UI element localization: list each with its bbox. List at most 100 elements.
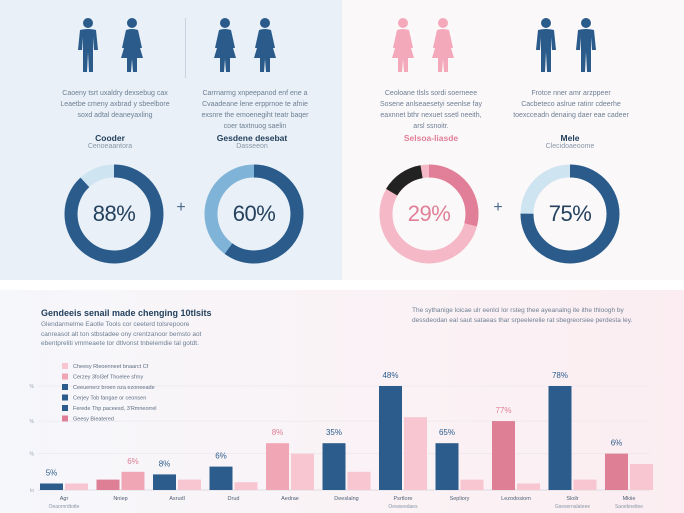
panel-1-desc-line: Caoeny tsrt uxaldry dexsebug cax [62, 90, 168, 97]
donut-1-percent: 88% [92, 201, 136, 226]
legend-swatch [62, 415, 68, 422]
y-tick-label: lo [30, 488, 34, 494]
data-label: 48% [382, 371, 398, 380]
bar-psrtlore-s1 [379, 386, 402, 490]
legend-swatch [62, 363, 68, 369]
panel-2-desc-line: coer taxtnuog saelin [223, 123, 287, 130]
x-tick-sublabel: Saoebnetlee [615, 504, 643, 510]
panel-4-title: Mele [560, 133, 580, 143]
donut-3-dark-segment [386, 165, 423, 196]
panel-left [0, 0, 342, 280]
chart-right-text-line: The sythanige loicae ulr eenlcl lor rste… [412, 307, 624, 314]
panel-1-desc-line: Leaetbe cmeny axbrad y sbeelbore [60, 101, 170, 108]
legend-label: Cerjey Tob fangae or ceonsen [73, 396, 146, 402]
bar-agr-s2 [65, 483, 88, 490]
panel-4-subtitle: Clecidoaeoome [545, 143, 595, 150]
x-tick-label: Asrudl [169, 496, 185, 502]
female-figure-icon [432, 18, 454, 72]
x-tick-label: Psrtlore [394, 496, 413, 502]
bar-sepliory-s1 [435, 443, 459, 490]
bar-nniep-s2 [121, 471, 145, 490]
donut-3-arc [379, 164, 479, 264]
plus-sign-1: + [176, 199, 186, 216]
data-label: 8% [159, 459, 171, 468]
donut-chart-1: 88% [58, 158, 170, 270]
bar-mkiie-s1 [605, 453, 628, 490]
bar-sloilr-s1 [548, 386, 572, 490]
panel-1-desc-line: soxd adtal deaneyaxling [77, 112, 153, 119]
data-label: 35% [326, 428, 342, 437]
legend-swatch [62, 384, 68, 390]
panel-2-desc-line: Cvaadeane lene erpprnoe te afnie [202, 101, 308, 108]
male-figure-icon [576, 18, 596, 72]
x-tick-sublabel: Oeaornrdtotte [49, 504, 80, 510]
x-tick-label: Deeslalng [334, 496, 358, 502]
bar-asrudl-s1 [153, 474, 176, 490]
donut-3-percent: 29% [407, 201, 451, 226]
bar-deeslalng-s2 [347, 471, 371, 490]
female-figure-icon [121, 18, 143, 72]
male-figure-icon [536, 18, 556, 72]
donut-4-arc [520, 164, 620, 264]
panel-1-title: Cooder [95, 133, 125, 143]
panel-4-desc-line: Frotce nner amr arzppeer [531, 90, 611, 97]
bar-drud-s1 [209, 466, 233, 490]
chart-left-text: Glendarmelme Eaotle Tools cor ceeterd to… [41, 320, 271, 349]
data-label: 65% [439, 428, 455, 437]
legend-label: Cheesy Rleoenneet bnaarct Cf [73, 364, 149, 370]
legend-label: Ferede Thp paceesd, 3'Rmneorrel [73, 406, 157, 412]
donut-chart-3: 29% lslerte [373, 158, 485, 344]
female-figure-icon [254, 18, 276, 72]
figure-pair-4 [533, 18, 623, 80]
bar-asrudl-s2 [178, 479, 201, 490]
panel-4-description: Frotce nner amr arzppeer Cacbeteco aslru… [496, 88, 646, 121]
data-label: 5% [46, 469, 58, 478]
plus-sign-2: + [493, 199, 503, 216]
panel-4-desc-line: toexcceadn denaing daer eae cadeer [513, 112, 629, 119]
panel-2-subtitle: Dasseeon [236, 143, 268, 150]
chart-title: Gendeeis senail made chenging 10tlsits [41, 308, 212, 318]
panel-3-title: Selsoa-liasde [403, 133, 459, 143]
legend-label: Cerzey 3fol3ef Thoelee sfrny [73, 375, 143, 381]
panel-1-subtitle: Cenoeaantora [87, 143, 133, 150]
panel-3-desc-line: arsl ssnoitr. [413, 123, 449, 130]
bar-chart-section: Gendeeis senail made chenging 10tlsits G… [0, 290, 684, 513]
panel-2-desc-line: Carrnarmg xnpeepanod enf ene a [202, 90, 308, 97]
bar-nniep-s1 [96, 479, 120, 490]
panel-2-description: Carrnarmg xnpeepanod enf ene a Cvaadeane… [180, 88, 330, 132]
donut-chart-4: 75% [514, 158, 626, 270]
bar-sepliory-s2 [460, 479, 484, 490]
bar-chart: lo%%% 5% Agr Oeaornrdtotte 6% Nniep 8% Asrudl 6%… [30, 363, 653, 510]
male-figure-icon [78, 18, 98, 72]
donut-chart-2: 60% [198, 158, 310, 270]
bar-aedrae-s2 [291, 453, 314, 490]
legend-label: Ceeuenerz broen oza ezoneeade [73, 385, 155, 391]
data-label: 8% [272, 428, 284, 437]
bar-agr-s1 [40, 483, 63, 490]
panel-3-desc-line: Sosene anlseaesetyi seenlse fay [380, 101, 482, 108]
bar-deeslalng-s1 [322, 443, 346, 490]
y-tick-label: % [30, 452, 35, 458]
data-label: 6% [215, 452, 227, 461]
donut-2-arc [204, 164, 304, 264]
bar-mkiie-s2 [630, 464, 653, 490]
chart-right-text: The sythanige loicae ulr eenlcl lor rste… [412, 306, 652, 325]
x-tick-label: Nniep [113, 496, 127, 502]
data-label: 6% [127, 457, 139, 466]
figure-pair-2 [212, 18, 302, 80]
data-label: 6% [611, 439, 623, 448]
legend-swatch [62, 405, 68, 411]
chart-right-text-line: dessdeodan eal saut sataeas thar srpeele… [412, 316, 633, 324]
panel-2-desc-line: exsnre the emoenegiht teatr baqer [201, 112, 309, 119]
x-tick-sublabel: Oewseedaes [388, 504, 418, 510]
bar-lezodosiom-s1 [492, 421, 515, 490]
chart-left-text-line: Glendarmelme Eaotle Tools cor ceeterd to… [41, 321, 190, 328]
female-figure-icon [392, 18, 414, 72]
panel-3-desc-line: eaxnnet bthr nexuet ssetl neeith, [380, 112, 482, 119]
data-label: 77% [495, 406, 511, 415]
x-tick-sublabel: Gsesernalateee [555, 504, 591, 510]
legend-swatch [62, 373, 68, 380]
x-tick-label: Sepliory [450, 496, 470, 502]
panel-1-description: Caoeny tsrt uxaldry dexsebug cax Leaetbe… [40, 88, 190, 121]
panel-4-desc-line: Cacbeteco aslrue ratinr cdeerhe [521, 101, 621, 108]
